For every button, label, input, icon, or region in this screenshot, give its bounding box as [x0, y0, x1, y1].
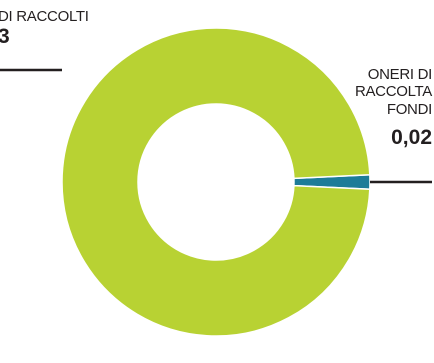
slice-raccolti [61, 27, 371, 337]
slice-name-raccolti: DI RACCOLTI [0, 8, 89, 25]
slice-value-oneri: 0,02 [391, 125, 432, 149]
slice-label-oneri: ONERI DI RACCOLTA FONDI 0,02 [342, 66, 432, 150]
slice-name-oneri-line-3: FONDI [386, 100, 432, 118]
slice-value-raccolti: 3 [0, 25, 10, 49]
slice-name-oneri-line-2: RACCOLTA [354, 83, 432, 101]
leader-lines [0, 68, 432, 184]
donut-slices [61, 27, 371, 337]
slice-label-raccolti: DI RACCOLTI 3 [0, 8, 89, 49]
slice-name-oneri-line-1: ONERI DI [367, 66, 433, 83]
